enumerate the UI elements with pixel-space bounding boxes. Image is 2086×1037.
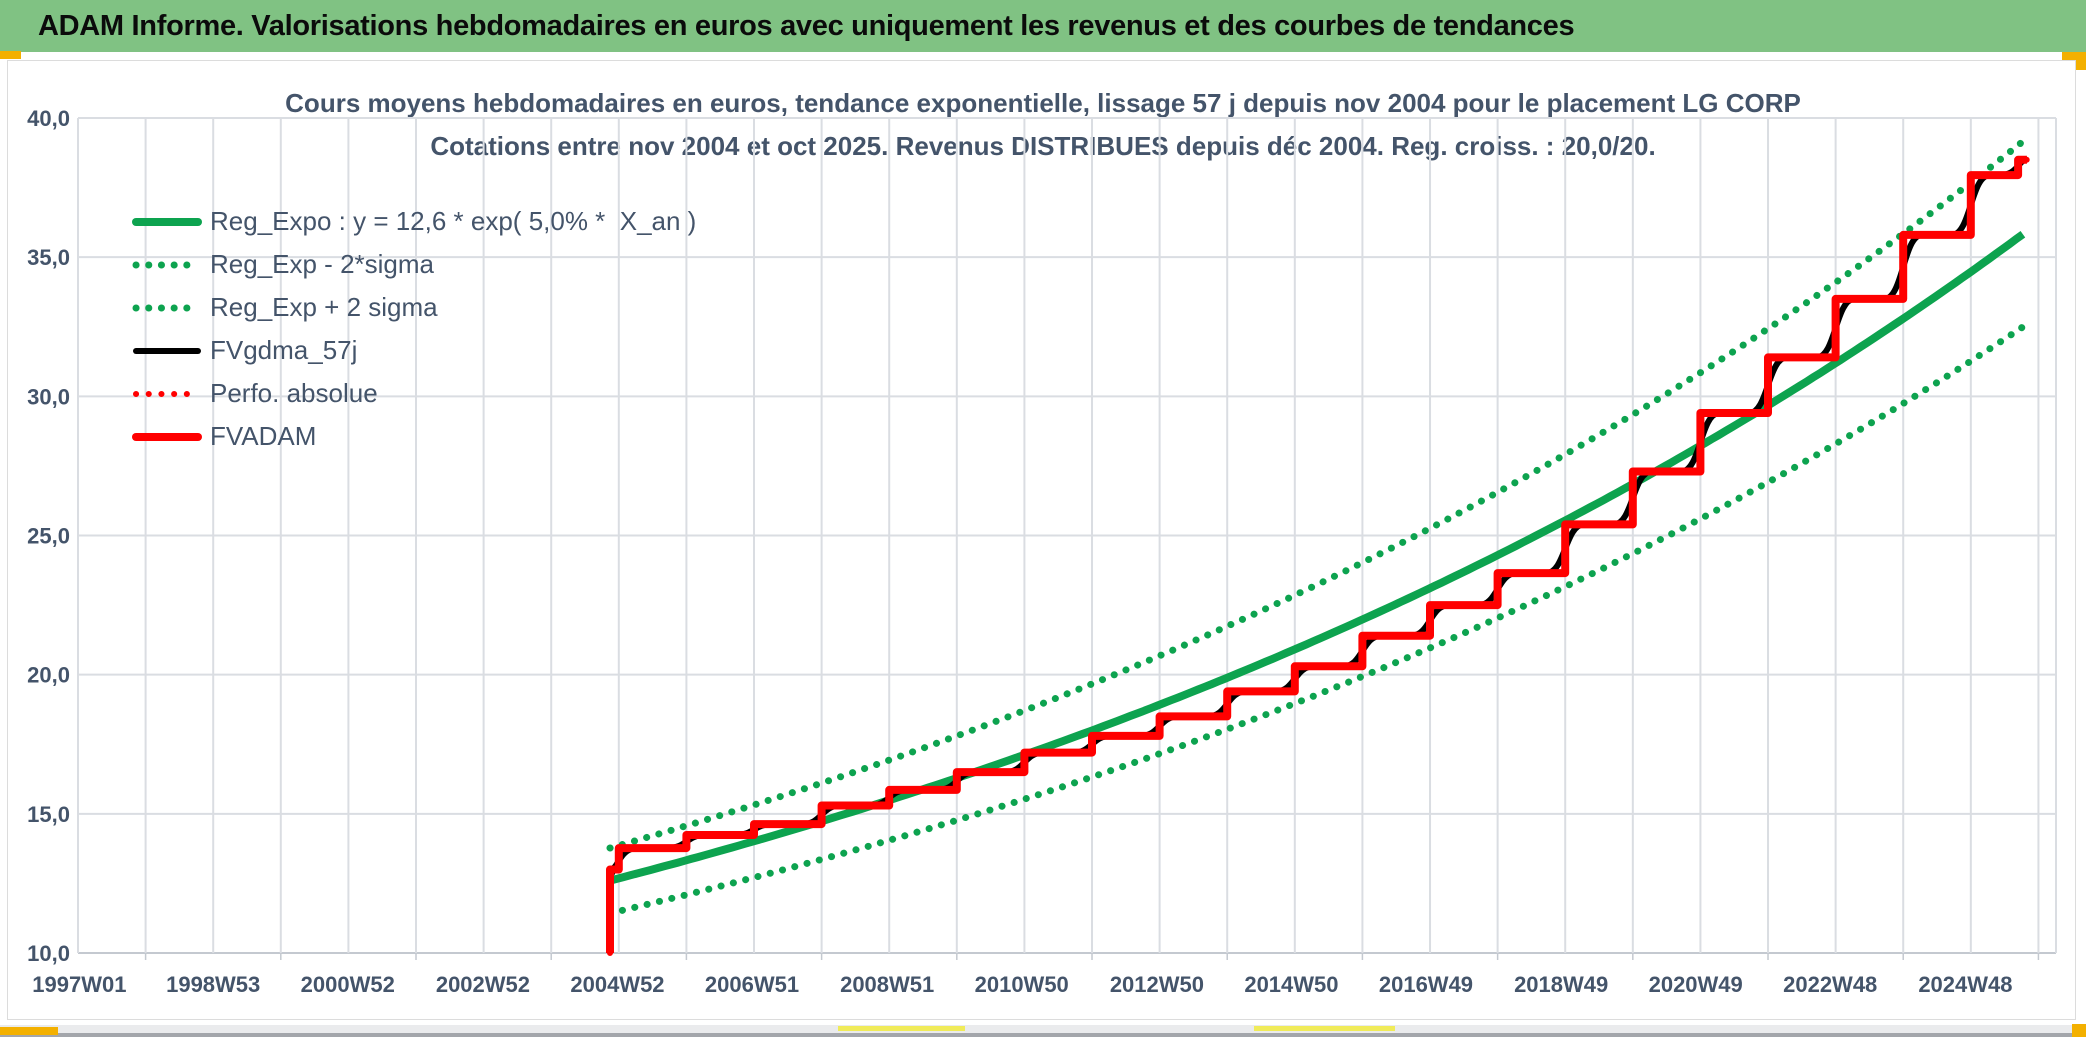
legend-label: FVADAM bbox=[210, 421, 317, 451]
x-tick-label: 2020W49 bbox=[1649, 972, 1743, 997]
bottom-window-edge bbox=[0, 1033, 2086, 1037]
legend-line-sample-solid bbox=[133, 347, 201, 354]
x-tick-label: 1998W53 bbox=[166, 972, 260, 997]
series-trend_lower bbox=[606, 323, 2027, 917]
x-tick-label: 2006W51 bbox=[705, 972, 799, 997]
legend-line-sample-dotted bbox=[133, 390, 201, 397]
legend-line-sample-solid bbox=[132, 432, 202, 441]
gold-accent-top-left bbox=[0, 51, 21, 59]
legend-item-fvadam[interactable]: FVADAM bbox=[132, 415, 696, 458]
y-tick-label: 20,0 bbox=[27, 663, 70, 688]
gridlines bbox=[77, 117, 2057, 960]
y-tick-label: 25,0 bbox=[27, 524, 70, 549]
chart-title-line1: Cours moyens hebdomadaires en euros, ten… bbox=[285, 88, 1801, 118]
x-tick-label: 2008W51 bbox=[840, 972, 934, 997]
x-tick-label: 2010W50 bbox=[975, 972, 1069, 997]
x-tick-label: 2000W52 bbox=[301, 972, 395, 997]
tab-highlight-2 bbox=[1254, 1026, 1395, 1031]
series-fvadam bbox=[606, 155, 2027, 953]
x-tick-label: 2024W48 bbox=[1918, 972, 2012, 997]
x-tick-label: 2004W52 bbox=[570, 972, 664, 997]
x-tick-label: 2022W48 bbox=[1783, 972, 1877, 997]
x-tick-label: 2012W50 bbox=[1110, 972, 1204, 997]
bottom-window-strip bbox=[0, 1025, 2086, 1034]
legend-label: FVgdma_57j bbox=[210, 335, 358, 365]
legend-label: Perfo. absolue bbox=[210, 378, 378, 408]
legend-item-trend_lower[interactable]: Reg_Exp - 2*sigma bbox=[132, 243, 696, 286]
legend-item-smoothed[interactable]: FVgdma_57j bbox=[132, 329, 696, 372]
y-tick-label: 15,0 bbox=[27, 802, 70, 827]
legend-label: Reg_Exp + 2 sigma bbox=[210, 292, 438, 322]
legend-item-trend_center[interactable]: Reg_Expo : y = 12,6 * exp( 5,0% * X_an ) bbox=[132, 200, 696, 243]
x-tick-label: 2002W52 bbox=[436, 972, 530, 997]
gold-accent-bottom-right bbox=[2072, 1024, 2086, 1037]
legend-label: Reg_Expo : y = 12,6 * exp( 5,0% * X_an ) bbox=[210, 206, 697, 236]
y-tick-label: 40,0 bbox=[27, 106, 70, 131]
chart-title-line2: Cotations entre nov 2004 et oct 2025. Re… bbox=[430, 131, 1656, 161]
chart-area-border[interactable] bbox=[7, 60, 2076, 1020]
legend-line-sample-dotted bbox=[132, 304, 202, 311]
legend-label: Reg_Exp - 2*sigma bbox=[210, 249, 434, 279]
y-tick-label: 30,0 bbox=[27, 384, 70, 409]
legend-item-perf_abs[interactable]: Perfo. absolue bbox=[132, 372, 696, 415]
x-tick-label: 1997W01 bbox=[32, 972, 126, 997]
y-tick-label: 35,0 bbox=[27, 245, 70, 270]
y-tick-label: 10,0 bbox=[27, 941, 70, 966]
legend: Reg_Expo : y = 12,6 * exp( 5,0% * X_an )… bbox=[132, 200, 696, 458]
series-trend_upper bbox=[606, 137, 2027, 852]
legend-line-sample-solid bbox=[132, 217, 202, 226]
x-tick-label: 2016W49 bbox=[1379, 972, 1473, 997]
legend-line-sample-dotted bbox=[132, 261, 202, 268]
window-title-bar: ADAM Informe. Valorisations hebdomadaire… bbox=[0, 0, 2086, 52]
axis-tick-labels: 10,0 15,0 20,0 25,0 30,0 35,0 40,0 1997W01 1998W… bbox=[27, 106, 2012, 997]
series-trend_center bbox=[609, 230, 2026, 885]
gold-accent-bottom-left bbox=[0, 1027, 58, 1035]
tab-highlight-1 bbox=[838, 1026, 965, 1031]
page-title: ADAM Informe. Valorisations hebdomadaire… bbox=[38, 9, 1575, 42]
legend-item-trend_upper[interactable]: Reg_Exp + 2 sigma bbox=[132, 286, 696, 329]
x-tick-label: 2014W50 bbox=[1244, 972, 1338, 997]
x-tick-label: 2018W49 bbox=[1514, 972, 1608, 997]
